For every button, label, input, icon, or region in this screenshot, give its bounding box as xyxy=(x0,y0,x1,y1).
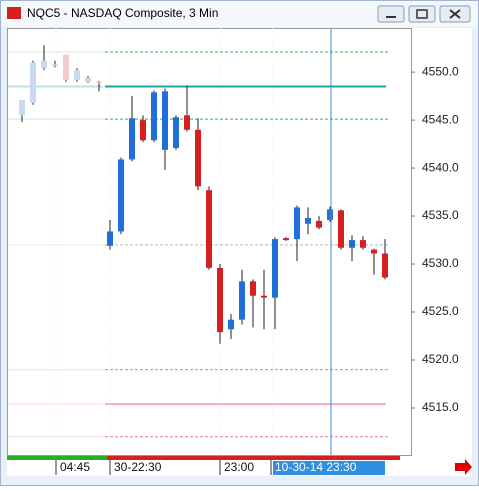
x-label-highlight xyxy=(273,461,385,475)
scroll-arrow[interactable] xyxy=(455,459,472,475)
candle-body xyxy=(294,207,300,240)
candle-body xyxy=(195,129,201,187)
x-tick-label: 10-30-14 23:30 xyxy=(275,460,357,474)
y-tick-label: 4515.0 xyxy=(422,400,459,414)
candle-body xyxy=(272,239,278,298)
close-icon xyxy=(449,9,461,19)
candle-body xyxy=(162,91,168,150)
x-tick-label: 30-22:30 xyxy=(114,460,162,474)
x-tick-label: 04:45 xyxy=(60,460,90,474)
candle-body xyxy=(206,190,212,268)
candle-body xyxy=(371,249,377,254)
y-tick-label: 4550.0 xyxy=(422,64,459,78)
x-tick-label: 23:00 xyxy=(224,460,254,474)
candle-body xyxy=(41,60,47,69)
candle-body xyxy=(316,220,322,228)
candle-body xyxy=(30,62,36,103)
y-tick-label: 4545.0 xyxy=(422,112,459,126)
window-buttons xyxy=(377,5,471,23)
candle-body xyxy=(118,159,124,232)
candle-body xyxy=(85,77,91,82)
candle-body xyxy=(19,99,25,116)
candle-body xyxy=(349,240,355,248)
chart-area xyxy=(7,28,472,456)
candle-body xyxy=(184,115,190,130)
y-tick-label: 4520.0 xyxy=(422,352,459,366)
y-tick-label: 4540.0 xyxy=(422,160,459,174)
candle-body xyxy=(107,231,113,246)
y-tick-label: 4530.0 xyxy=(422,256,459,270)
candle-body xyxy=(360,240,366,248)
candle-body xyxy=(305,217,311,224)
candle-body xyxy=(96,81,102,84)
candle-body xyxy=(261,295,267,298)
maximize-icon xyxy=(416,9,428,19)
candle-body xyxy=(151,92,157,141)
app-icon xyxy=(7,7,21,19)
candle-body xyxy=(327,209,333,220)
minimize-button[interactable] xyxy=(377,5,405,23)
y-tick-label: 4525.0 xyxy=(422,304,459,318)
candle-body xyxy=(140,120,146,141)
candle-body xyxy=(382,253,388,278)
candle-body xyxy=(283,238,289,241)
candle-body xyxy=(239,281,245,320)
candle-body xyxy=(338,210,344,248)
candle-body xyxy=(129,118,135,160)
candle-body xyxy=(173,117,179,148)
session-strip xyxy=(107,456,400,460)
candle-body xyxy=(250,281,256,296)
candle-body xyxy=(217,267,223,333)
session-strip-before xyxy=(7,456,107,460)
candle-body xyxy=(74,70,80,80)
window-title: NQC5 - NASDAQ Composite, 3 Min xyxy=(27,6,218,20)
y-tick-label: 4535.0 xyxy=(422,208,459,222)
plot-border xyxy=(7,28,412,456)
candle-body xyxy=(52,64,58,66)
plot xyxy=(8,28,390,455)
candle-body xyxy=(63,54,69,80)
candle-body xyxy=(228,319,234,330)
maximize-button[interactable] xyxy=(408,5,436,23)
